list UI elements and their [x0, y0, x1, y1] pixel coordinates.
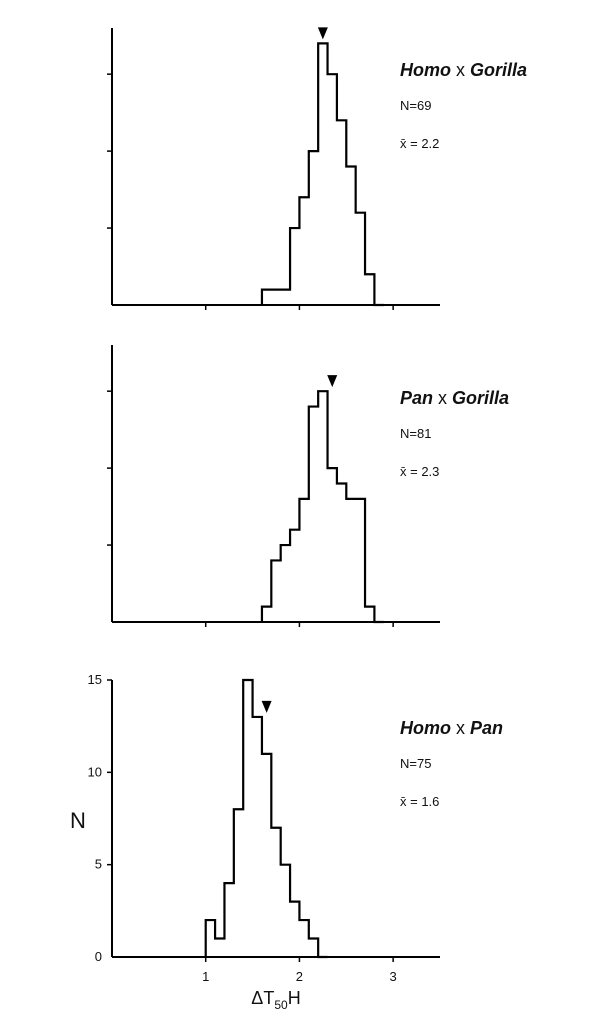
histogram-bar	[356, 213, 365, 305]
histogram-bar	[271, 560, 280, 622]
x-axis-label-subscript: 50	[274, 998, 288, 1012]
y-axis-label: N	[70, 808, 86, 833]
histogram-bar	[346, 167, 355, 306]
y-tick-label: 5	[95, 857, 102, 872]
chart-panel-3: 0 5 10 15 1 2 3 Homo x Pan N=75 x̄ = 1.6 N ΔT50H	[70, 672, 503, 1012]
title-genus-a: Homo	[400, 60, 451, 80]
mean-arrow-icon	[261, 700, 272, 713]
histogram-bar	[337, 484, 346, 623]
histogram-bar	[243, 680, 252, 957]
histogram-bar	[290, 530, 299, 622]
histogram-bar	[206, 920, 215, 957]
x-tick-label: 3	[390, 969, 397, 984]
x-tick-label: 2	[296, 969, 303, 984]
y-tick-label: 0	[95, 949, 102, 964]
title-cross: x	[433, 388, 452, 408]
histogram-bar	[271, 290, 280, 305]
histogram-bar	[215, 939, 224, 957]
histogram-bar	[281, 545, 290, 622]
histogram-outline	[260, 42, 384, 307]
histogram-bar	[299, 499, 308, 622]
histogram-bar	[318, 391, 327, 622]
histogram-bar	[309, 151, 318, 305]
title-genus-a: Pan	[400, 388, 433, 408]
x-axis-label-main: ΔT	[251, 988, 274, 1008]
histogram-bar	[299, 920, 308, 957]
sample-size-label: N=75	[400, 756, 431, 771]
histogram-bar	[290, 228, 299, 305]
sample-size-label: N=69	[400, 98, 431, 113]
panel-title: Homo x Pan	[400, 718, 503, 738]
y-tick-label: 15	[88, 672, 102, 687]
histogram-bar	[253, 717, 262, 957]
title-cross: x	[451, 60, 470, 80]
histogram-bar	[356, 499, 365, 622]
title-genus-b: Pan	[470, 718, 503, 738]
histogram-bar	[309, 407, 318, 622]
histogram-bar	[224, 883, 233, 957]
mean-label: x̄ = 2.2	[400, 136, 439, 151]
x-tick-label: 1	[202, 969, 209, 984]
histogram-bar	[309, 939, 318, 957]
histogram-bar	[318, 43, 327, 305]
panel-title: Homo x Gorilla	[400, 60, 527, 80]
histogram-outline	[260, 390, 384, 624]
chart-panel-1: Homo x Gorilla N=69 x̄ = 2.2	[107, 27, 527, 310]
panel-title: Pan x Gorilla	[400, 388, 509, 408]
histogram-bar	[365, 274, 374, 305]
y-tick-label: 10	[88, 764, 102, 779]
title-genus-a: Homo	[400, 718, 451, 738]
title-genus-b: Gorilla	[452, 388, 509, 408]
histogram-bar	[262, 607, 271, 622]
title-cross: x	[451, 718, 470, 738]
histogram-bar	[328, 74, 337, 305]
histogram-bar	[234, 809, 243, 957]
histogram-bar	[337, 120, 346, 305]
histogram-bar	[365, 607, 374, 622]
histogram-bar	[328, 468, 337, 622]
histogram-bar	[262, 290, 271, 305]
sample-size-label: N=81	[400, 426, 431, 441]
mean-arrow-icon	[327, 375, 338, 388]
histogram-bar	[290, 902, 299, 957]
histogram-outline	[204, 678, 328, 959]
histogram-bar	[299, 197, 308, 305]
mean-label: x̄ = 2.3	[400, 464, 439, 479]
histogram-bar	[281, 290, 290, 305]
title-genus-b: Gorilla	[470, 60, 527, 80]
histogram-bar	[262, 754, 271, 957]
histogram-bar	[281, 865, 290, 957]
mean-arrow-icon	[317, 27, 328, 40]
histogram-bar	[271, 828, 280, 957]
x-axis-label: ΔT50H	[251, 988, 300, 1012]
chart-panel-2: Pan x Gorilla N=81 x̄ = 2.3	[107, 345, 509, 627]
x-axis-label-tail: H	[288, 988, 301, 1008]
mean-label: x̄ = 1.6	[400, 794, 439, 809]
histogram-bar	[346, 499, 355, 622]
